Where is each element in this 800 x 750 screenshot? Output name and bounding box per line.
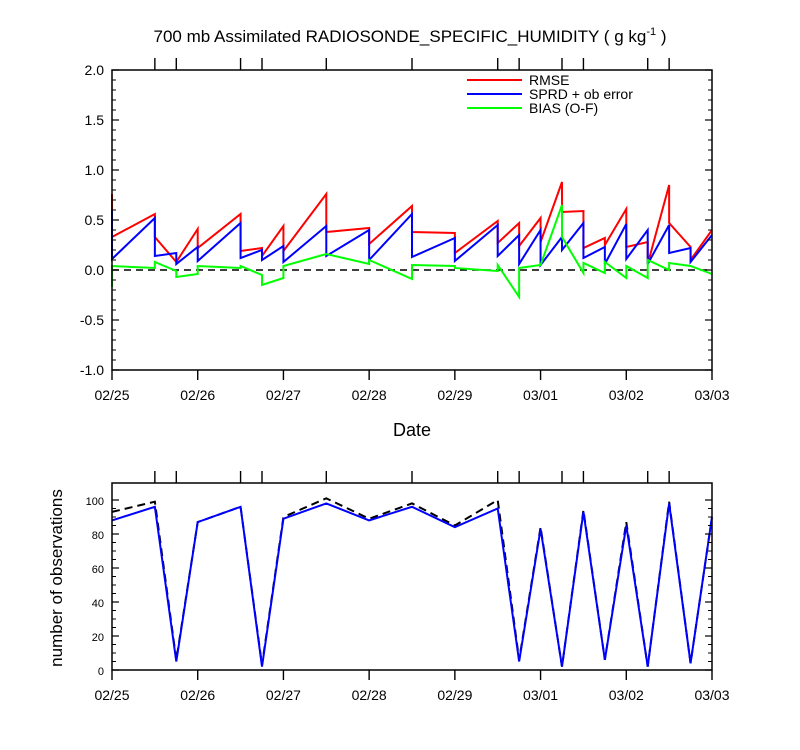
bottom-plot-frame: [111, 482, 713, 671]
bottom-x-tick-label: 02/26: [180, 687, 215, 703]
bottom-x-tick-label: 03/02: [609, 687, 644, 703]
top-x-tick-label: 02/25: [94, 387, 129, 403]
top-y-tick-label: 0.0: [85, 262, 105, 278]
series-line-rmse: [111, 181, 713, 265]
chart-title-superscript: -1: [646, 26, 656, 38]
top-x-tick-label: 03/03: [694, 387, 729, 403]
bottom-y-tick-label: 20: [92, 632, 104, 644]
top-x-tick-label: 02/28: [352, 387, 387, 403]
top-y-tick-label: -1.0: [80, 362, 104, 378]
top-x-tick-label: 03/01: [523, 387, 558, 403]
top-x-tick-label: 02/29: [437, 387, 472, 403]
bottom-series-group: [111, 497, 713, 667]
top-x-tick-label: 02/27: [266, 387, 301, 403]
bottom-y-tick-label: 60: [92, 564, 104, 576]
bottom-y-tick-label: 40: [92, 598, 104, 610]
bottom-y-tick-label: 0: [98, 666, 104, 678]
top-axes: -1.0 -0.5 0.0 0.5 1.0 1.5 2.0 02/25 02/26 02/27 02…: [80, 58, 730, 403]
chart-title-end: ): [656, 27, 666, 46]
bottom-y-tick-label: 100: [86, 496, 104, 508]
bottom-x-tick-label: 03/03: [694, 687, 729, 703]
series-line-bias-o-f: [111, 204, 713, 301]
legend-label-sprd-ob-error: SPRD + ob error: [529, 86, 633, 102]
series-line-observations-assimilated: [111, 502, 713, 667]
legend-label-bias-o-f: BIAS (O-F): [529, 100, 598, 116]
top-y-tick-label: 1.5: [85, 112, 105, 128]
x-axis-label: Date: [393, 420, 431, 440]
bottom-y-tick-label: 80: [92, 530, 104, 542]
bottom-x-tick-label: 02/27: [266, 687, 301, 703]
top-x-tick-label: 02/26: [180, 387, 215, 403]
series-line-sprd-ob-error: [111, 210, 713, 268]
bottom-x-tick-label: 03/01: [523, 687, 558, 703]
y-axis-label-bottom: number of observations: [47, 489, 66, 667]
top-y-tick-label: 0.5: [85, 212, 105, 228]
top-x-tick-label: 03/02: [609, 387, 644, 403]
top-y-tick-label: 1.0: [85, 162, 105, 178]
bottom-x-tick-label: 02/25: [94, 687, 129, 703]
bottom-x-tick-label: 02/29: [437, 687, 472, 703]
legend-label-rmse: RMSE: [529, 72, 569, 88]
chart-title: 700 mb Assimilated RADIOSONDE_SPECIFIC_H…: [154, 26, 667, 46]
top-y-tick-label: 2.0: [85, 62, 105, 78]
series-line-observations-possible: [111, 497, 713, 667]
bottom-axes: 0 20 40 60 80 100 02/25 02/26 02/27 02/28 02/29 03/…: [86, 471, 730, 703]
bottom-x-tick-label: 02/28: [352, 687, 387, 703]
chart-title-main: 700 mb Assimilated RADIOSONDE_SPECIFIC_H…: [154, 27, 647, 46]
top-y-tick-label: -0.5: [80, 312, 104, 328]
top-series-group: [111, 181, 713, 301]
